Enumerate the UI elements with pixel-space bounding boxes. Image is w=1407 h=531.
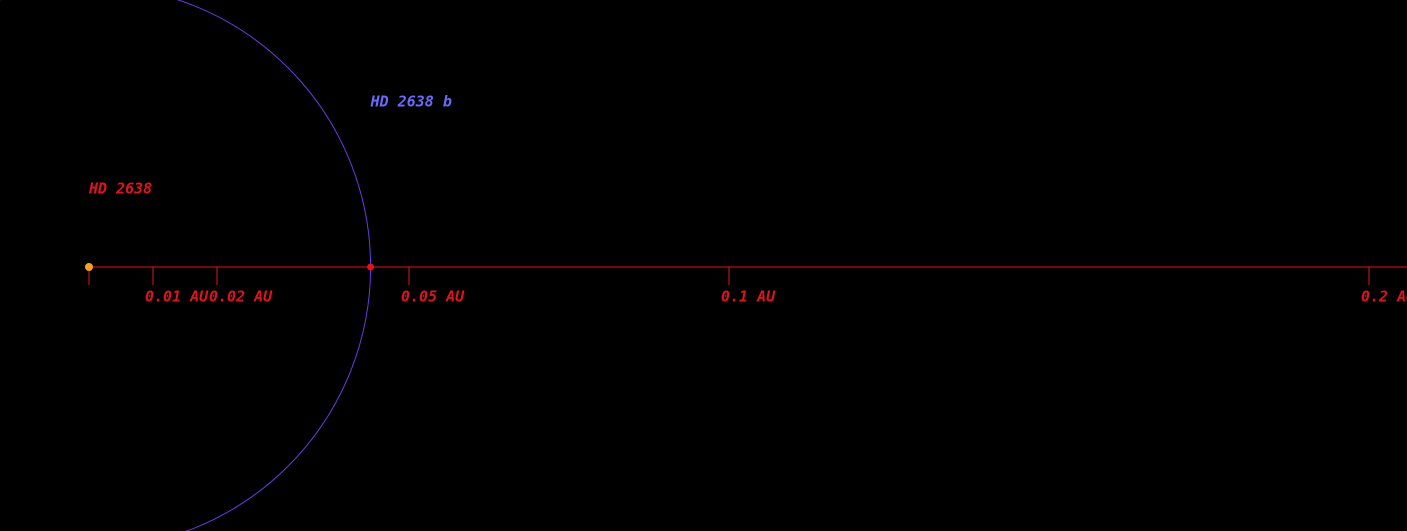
tick-label-bg: [145, 287, 210, 306]
planet: [367, 263, 375, 271]
tick-label-bg: [721, 287, 777, 306]
tick-label: 0.02 AU: [209, 288, 273, 306]
star-name: HD 2638: [88, 180, 152, 198]
tick-label: 0.2 AU: [1361, 288, 1407, 306]
tick-label-bg: [401, 287, 466, 306]
tick-label: 0.05 AU: [401, 288, 465, 306]
star: [85, 263, 93, 271]
orbit: [0, 0, 372, 531]
tick-label: 0.01 AU: [145, 288, 209, 306]
tick-label-bg: [209, 287, 274, 306]
tick-label-bg: [1361, 287, 1407, 306]
tick-label: 0.1 AU: [721, 288, 776, 306]
planet-name: HD 2638 b: [370, 93, 452, 111]
